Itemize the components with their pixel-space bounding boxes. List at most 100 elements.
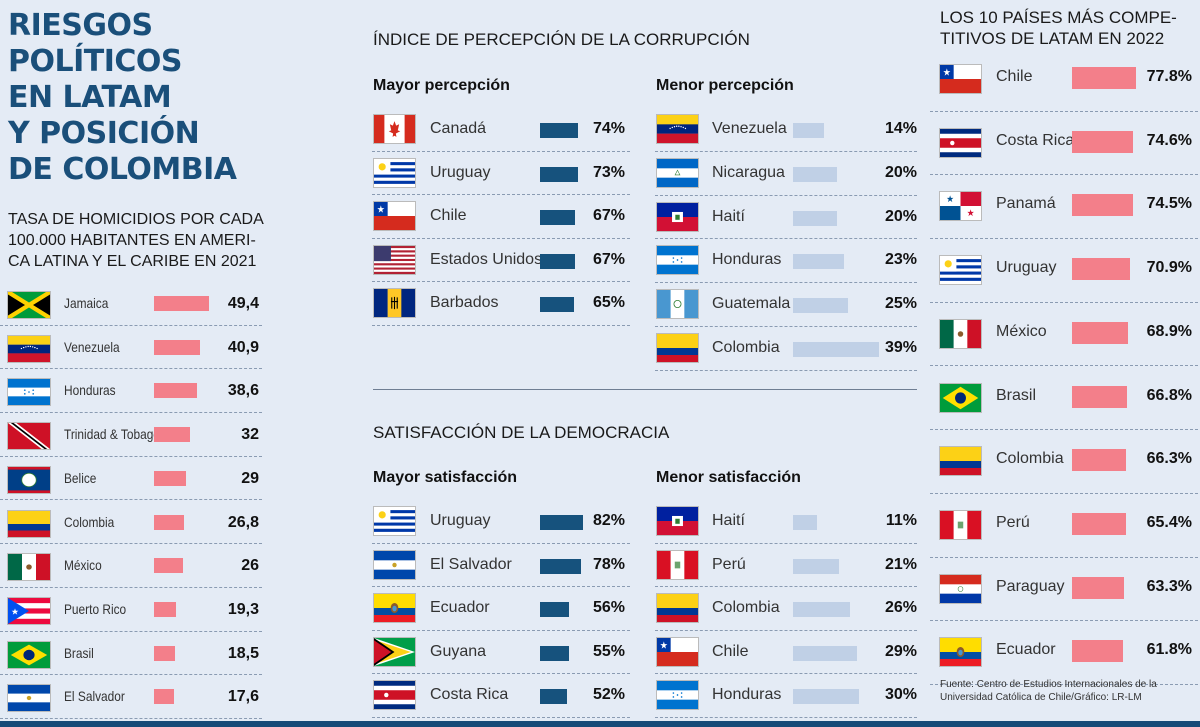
value-bar xyxy=(154,339,200,355)
main-title: RIESGOS POLÍTICOS EN LATAM Y POSICIÓN DE… xyxy=(8,8,237,187)
row-separator xyxy=(655,542,917,544)
row-separator xyxy=(655,282,917,284)
corruption-left-row: Barbados 65% xyxy=(372,282,630,326)
row-separator xyxy=(372,716,630,718)
country-label: Brasil xyxy=(996,386,1037,404)
value-bar xyxy=(540,558,581,574)
competitive-chart: Chile 77.8% Costa Rica 74.6% Panamá 74.5% Urug… xyxy=(930,48,1198,685)
homicide-row: Belice 29 xyxy=(0,457,262,501)
country-label: Ecuador xyxy=(996,641,1056,659)
country-label: Estados Unidos xyxy=(430,250,543,268)
country-label: Belice xyxy=(64,469,97,486)
usa-flag-icon xyxy=(373,244,416,275)
country-label: Guyana xyxy=(430,642,487,660)
row-separator xyxy=(655,673,917,675)
value-bar xyxy=(1072,194,1134,217)
democracy-right-subtitle: Menor satisfacción xyxy=(656,469,801,486)
value-bar xyxy=(793,689,859,705)
value-bar xyxy=(1072,130,1134,153)
democracy-right-row: Colombia 26% xyxy=(655,587,917,631)
honduras-flag-icon xyxy=(656,680,699,711)
competitive-row: Perú 65.4% xyxy=(930,494,1198,558)
value-label: 40,9 xyxy=(227,338,259,356)
value-bar xyxy=(793,123,824,138)
trinidad-flag-icon xyxy=(7,422,51,451)
value-label: 74.5% xyxy=(1146,195,1192,213)
value-label: 26,8 xyxy=(227,513,259,531)
democracy-left-row: Uruguay 82% xyxy=(372,500,630,544)
country-label: Guatemala xyxy=(712,295,791,313)
jamaica-flag-icon xyxy=(7,291,51,319)
democracy-right-chart: Haití 11% Perú 21% Colombia 26% Chile 29% Hondur… xyxy=(655,500,917,720)
row-separator xyxy=(0,499,262,501)
value-label: 70.9% xyxy=(1146,259,1192,277)
country-label: Colombia xyxy=(712,339,780,356)
value-label: 14% xyxy=(884,120,917,137)
value-bar xyxy=(154,514,185,530)
country-label: Canadá xyxy=(430,120,487,137)
competitive-row: Chile 77.8% xyxy=(930,48,1198,112)
value-bar xyxy=(793,298,848,314)
guatemala-flag-icon xyxy=(656,289,699,320)
brazil-flag-icon xyxy=(939,382,982,413)
value-label: 61.8% xyxy=(1146,641,1192,659)
country-label: Venezuela xyxy=(64,338,120,355)
row-separator xyxy=(930,365,1198,367)
row-separator xyxy=(0,455,262,457)
country-label: Colombia xyxy=(712,599,780,617)
value-label: 20% xyxy=(884,163,917,181)
value-bar xyxy=(1072,512,1126,535)
value-bar xyxy=(1072,640,1123,663)
country-label: México xyxy=(64,557,102,574)
homicide-row: Brasil 18,5 xyxy=(0,632,262,676)
democracy-title: SATISFACCIÓN DE LA DEMOCRACIA xyxy=(373,423,670,442)
value-label: 67% xyxy=(592,250,625,268)
value-label: 65% xyxy=(592,294,625,312)
value-label: 74.6% xyxy=(1146,131,1192,149)
costarica-flag-icon xyxy=(373,680,416,711)
panama-flag-icon xyxy=(939,191,982,222)
nicaragua-flag-icon xyxy=(656,157,699,188)
value-bar xyxy=(793,645,857,661)
value-bar xyxy=(540,123,579,138)
value-label: 77.8% xyxy=(1146,68,1192,85)
value-label: 49,4 xyxy=(227,295,259,312)
row-separator xyxy=(930,238,1198,240)
value-bar xyxy=(1072,449,1127,472)
value-bar xyxy=(154,470,187,486)
competitive-row: Paraguay 63.3% xyxy=(930,558,1198,622)
value-bar xyxy=(540,689,568,705)
homicide-row: Colombia 26,8 xyxy=(0,501,262,545)
corruption-left-chart: Canadá 74% Uruguay 73% Chile 67% Estados Unido… xyxy=(372,108,630,328)
chile-flag-icon xyxy=(373,201,416,232)
homicide-row: México 26 xyxy=(0,544,262,588)
value-bar xyxy=(793,558,840,574)
value-bar xyxy=(540,515,583,530)
corruption-left-row: Estados Unidos 67% xyxy=(372,239,630,283)
row-separator xyxy=(0,717,262,719)
brazil-flag-icon xyxy=(7,640,51,669)
value-label: 73% xyxy=(592,163,625,181)
democracy-right-row: Haití 11% xyxy=(655,500,917,544)
democracy-left-row: Costa Rica 52% xyxy=(372,674,630,718)
elsalvador-flag-icon xyxy=(373,549,416,580)
peru-flag-icon xyxy=(656,549,699,580)
country-label: Nicaragua xyxy=(712,163,785,181)
democracy-left-row: Ecuador 56% xyxy=(372,587,630,631)
country-label: Perú xyxy=(996,513,1030,531)
value-label: 19,3 xyxy=(227,600,259,618)
row-separator xyxy=(655,150,917,152)
corruption-title: ÍNDICE DE PERCEPCIÓN DE LA CORRUPCIÓN xyxy=(373,30,750,49)
homicide-title: TASA DE HOMICIDIOS POR CADA 100.000 HABI… xyxy=(8,211,264,270)
value-label: 26% xyxy=(884,599,917,617)
corruption-right-subtitle: Menor percepción xyxy=(656,77,794,94)
country-label: Trinidad & Tobago xyxy=(64,426,160,443)
competitive-row: Uruguay 70.9% xyxy=(930,239,1198,303)
value-label: 65.4% xyxy=(1146,513,1192,531)
democracy-left-row: El Salvador 78% xyxy=(372,544,630,588)
country-label: Puerto Rico xyxy=(64,600,127,617)
country-label: México xyxy=(996,322,1047,340)
row-separator xyxy=(372,673,630,675)
homicide-chart: Jamaica 49,4 Venezuela 40,9 Honduras 38,6 Trin… xyxy=(0,282,262,719)
uruguay-flag-icon xyxy=(373,157,416,188)
